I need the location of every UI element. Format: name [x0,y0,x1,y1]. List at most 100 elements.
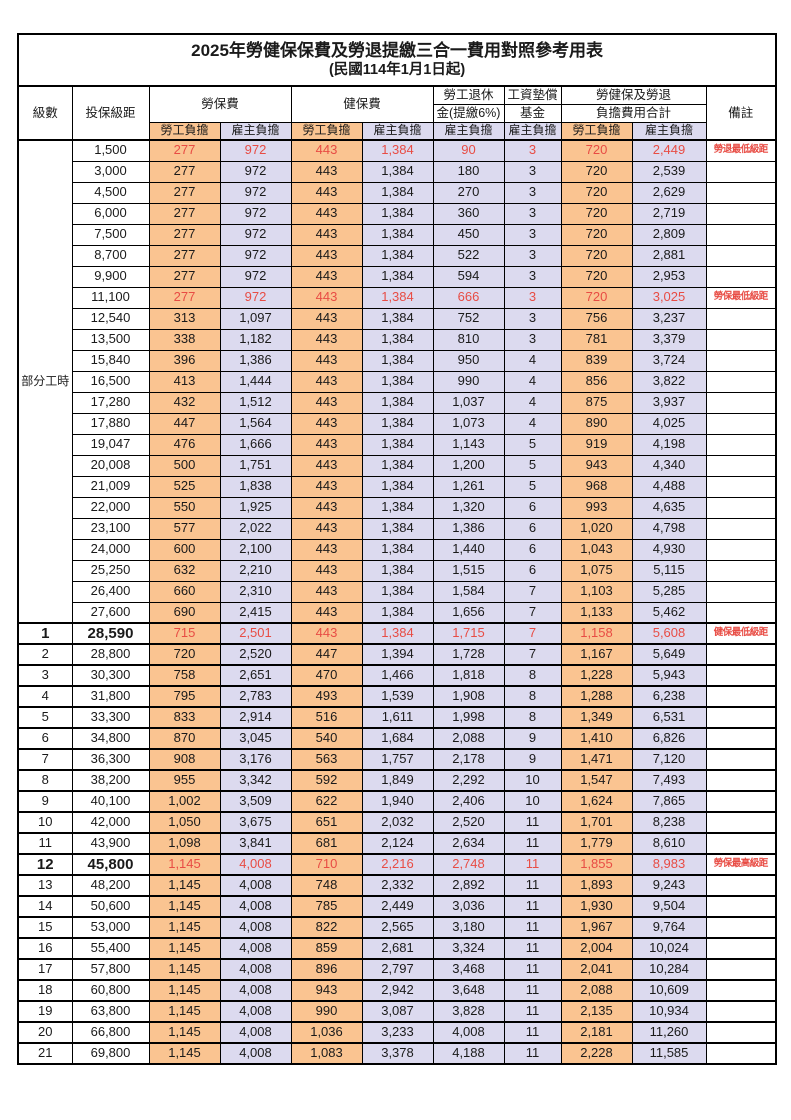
pension-employer-cell: 1,386 [432,517,505,540]
level-cell: 14 [17,895,73,918]
header-bracket: 投保級距 [71,85,150,141]
pension-employer-cell: 594 [432,265,505,288]
health-fee-employer-cell: 1,384 [361,286,434,309]
health-fee-employee-cell: 443 [290,580,363,603]
remark-cell [705,538,777,561]
pension-employer-cell: 1,320 [432,496,505,519]
total-employer-cell: 10,024 [631,937,707,960]
wage-fund-employer-cell: 11 [503,1000,562,1023]
pension-employer-cell: 1,818 [432,664,505,687]
labor-fee-employer-cell: 2,501 [219,622,292,645]
bracket-cell: 20,008 [71,454,150,477]
health-fee-employer-cell: 1,384 [361,622,434,645]
labor-fee-employer-cell: 972 [219,202,292,225]
remark-cell [705,643,777,666]
health-fee-employee-cell: 622 [290,790,363,813]
pension-employer-cell: 2,520 [432,811,505,834]
health-fee-employer-cell: 3,233 [361,1021,434,1044]
wage-fund-employer-cell: 11 [503,916,562,939]
level-cell: 9 [17,790,73,813]
wage-fund-employer-cell: 11 [503,958,562,981]
remark-cell [705,433,777,456]
bracket-cell: 7,500 [71,223,150,246]
level-cell: 8 [17,769,73,792]
header-total-line2: 負擔費用合計 [560,103,707,123]
table-row: 11 43,900 1,098 3,841 681 2,124 2,634 11 1,779 8,… [17,832,777,855]
table-row: 3,000 277 972 443 1,384 180 3 720 2,539 [18,160,777,183]
labor-fee-employee-cell: 277 [148,181,221,204]
labor-fee-employee-cell: 277 [148,265,221,288]
health-fee-employee-cell: 443 [290,517,363,540]
bracket-cell: 55,400 [71,937,150,960]
total-employer-cell: 5,608 [631,622,707,645]
total-employer-cell: 6,826 [631,727,707,750]
labor-fee-employee-cell: 1,050 [148,811,221,834]
health-fee-employer-cell: 2,565 [361,916,434,939]
total-employee-cell: 919 [560,433,633,456]
bracket-cell: 23,100 [71,517,150,540]
labor-fee-employee-cell: 1,145 [148,937,221,960]
header-pension-line1: 勞工退休 [432,85,505,105]
header-level: 級數 [17,85,73,141]
wage-fund-employer-cell: 8 [503,664,562,687]
health-fee-employer-cell: 2,797 [361,958,434,981]
bracket-cell: 13,500 [71,328,150,351]
labor-fee-employee-cell: 277 [148,286,221,309]
bracket-cell: 6,000 [71,202,150,225]
labor-fee-employee-cell: 432 [148,391,221,414]
labor-fee-employee-cell: 500 [148,454,221,477]
page-title: 2025年勞健保保費及勞退提繳三合一費用對照參考用表 [191,40,603,60]
health-fee-employer-cell: 1,384 [361,475,434,498]
remark-cell [705,580,777,603]
pension-employer-cell: 90 [432,139,505,162]
pension-employer-cell: 2,634 [432,832,505,855]
wage-fund-employer-cell: 3 [503,202,562,225]
wage-fund-employer-cell: 5 [503,475,562,498]
health-fee-employer-cell: 1,384 [361,580,434,603]
wage-fund-employer-cell: 4 [503,391,562,414]
labor-fee-employer-cell: 4,008 [219,1021,292,1044]
total-employer-cell: 2,953 [631,265,707,288]
remark-cell [705,475,777,498]
level-cell: 3 [17,664,73,687]
header-wage-fund-line2: 基金 [503,103,562,123]
labor-fee-employer-cell: 1,666 [219,433,292,456]
table-row: 9 40,100 1,002 3,509 622 1,940 2,406 10 1,624 7,8… [17,790,777,813]
table-row: 27,600 690 2,415 443 1,384 1,656 7 1,133 5,462 [18,601,777,624]
bracket-cell: 9,900 [71,265,150,288]
table-row: 3 30,300 758 2,651 470 1,466 1,818 8 1,228 5,943 [17,664,777,687]
health-fee-employer-cell: 3,087 [361,1000,434,1023]
labor-fee-employee-cell: 1,145 [148,853,221,876]
bracket-cell: 48,200 [71,874,150,897]
remark-cell [705,1042,777,1065]
labor-fee-employee-cell: 758 [148,664,221,687]
total-employee-cell: 720 [560,160,633,183]
bracket-cell: 57,800 [71,958,150,981]
health-fee-employee-cell: 443 [290,307,363,330]
health-fee-employer-cell: 2,032 [361,811,434,834]
wage-fund-employer-cell: 4 [503,349,562,372]
bracket-cell: 36,300 [71,748,150,771]
table-row: 13,500 338 1,182 443 1,384 810 3 781 3,379 [18,328,777,351]
bracket-cell: 22,000 [71,496,150,519]
header-total-line1: 勞健保及勞退 [560,85,707,105]
pension-employer-cell: 1,073 [432,412,505,435]
remark-cell [705,391,777,414]
labor-fee-employee-cell: 795 [148,685,221,708]
table-row: 12 45,800 1,145 4,008 710 2,216 2,748 11 1,855 8,… [17,853,777,876]
labor-fee-employee-cell: 1,145 [148,958,221,981]
labor-fee-employee-cell: 277 [148,244,221,267]
wage-fund-employer-cell: 11 [503,811,562,834]
labor-fee-employee-cell: 1,145 [148,895,221,918]
remark-cell: 勞退最低級距 [705,139,777,162]
labor-fee-employer-cell: 3,176 [219,748,292,771]
bracket-cell: 12,540 [71,307,150,330]
health-fee-employee-cell: 443 [290,433,363,456]
health-fee-employer-cell: 2,124 [361,832,434,855]
health-fee-employer-cell: 2,681 [361,937,434,960]
labor-fee-employer-cell: 4,008 [219,937,292,960]
health-fee-employee-cell: 443 [290,370,363,393]
table-row: 15 53,000 1,145 4,008 822 2,565 3,180 11 1,967 9,… [17,916,777,939]
remark-cell [705,790,777,813]
remark-cell [705,181,777,204]
